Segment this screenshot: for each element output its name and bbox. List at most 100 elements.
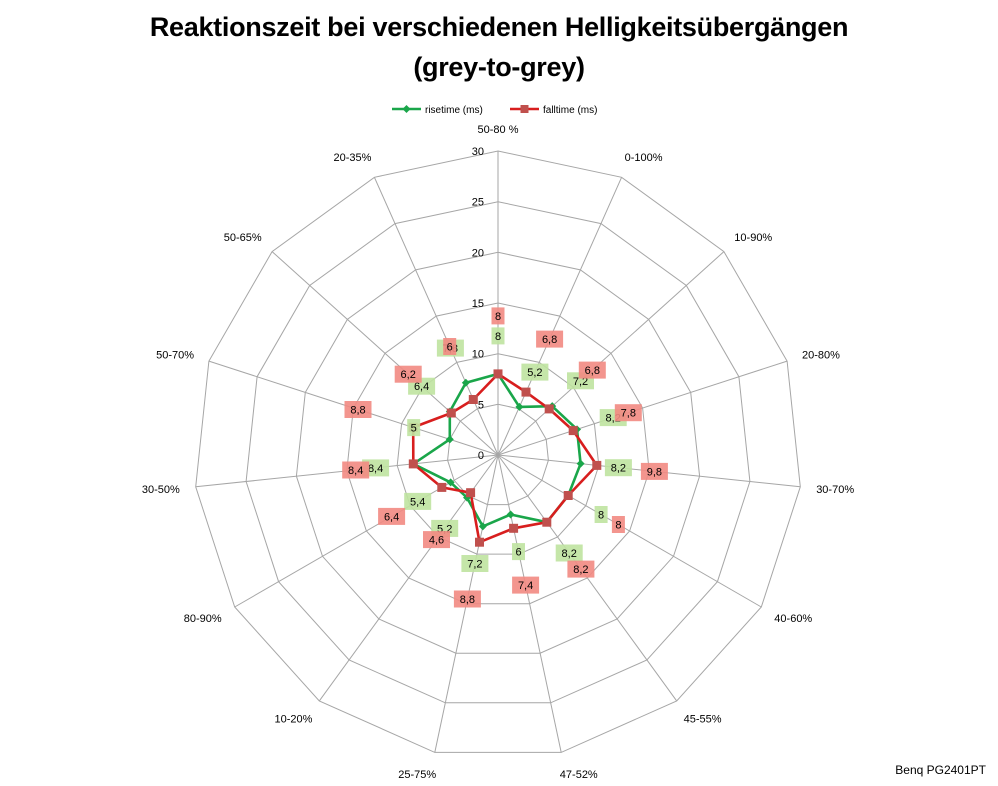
grid-ring-20 xyxy=(295,251,701,654)
data-label-bg-risetime-45-55 xyxy=(555,544,583,562)
data-label-risetime-50-70: 5 xyxy=(411,423,417,435)
data-label-falltime-10-20: 4,6 xyxy=(429,535,444,547)
data-label-bg-risetime-47-52 xyxy=(512,543,525,561)
category-label-45-55: 45-55% xyxy=(684,714,722,726)
data-label-falltime-47-52: 7,4 xyxy=(518,580,533,592)
data-label-bg-risetime-25-75 xyxy=(461,555,489,572)
grid-ring-10 xyxy=(396,353,600,555)
data-label-bg-risetime-50-70 xyxy=(407,419,421,437)
category-label-40-60: 40-60% xyxy=(774,613,812,625)
series-line-risetime xyxy=(411,372,582,528)
legend-falltime-marker xyxy=(520,105,529,113)
category-label-80-90: 80-90% xyxy=(184,613,222,625)
radar-grid xyxy=(195,150,801,753)
data-label-bg-falltime-0-100 xyxy=(536,330,564,348)
data-label-falltime-80-90: 6,4 xyxy=(384,511,399,523)
data-label-bg-falltime-80-90 xyxy=(378,507,406,525)
data-label-falltime-10-90: 6,8 xyxy=(585,365,600,377)
point-risetime-47-52 xyxy=(506,510,515,519)
grid-ring-30 xyxy=(195,150,801,753)
data-label-risetime-50-80: 8 xyxy=(495,331,501,343)
point-falltime-45-55 xyxy=(542,517,552,527)
grid-spoke xyxy=(373,177,499,456)
category-label-10-90: 10-90% xyxy=(734,232,772,244)
data-label-falltime-30-70: 9,8 xyxy=(647,466,662,478)
data-label-bg-falltime-45-55 xyxy=(567,560,595,578)
data-label-risetime-40-60: 8 xyxy=(598,510,604,522)
data-label-risetime-50-65: 6,4 xyxy=(414,381,429,393)
data-label-risetime-30-70: 8,2 xyxy=(611,463,626,475)
point-falltime-0-100 xyxy=(521,387,531,397)
radial-tick-labels: 0 5 10 15 20 25 30 xyxy=(472,146,484,462)
data-label-bg-falltime-40-60 xyxy=(611,516,625,533)
data-label-risetime-30-50: 8,4 xyxy=(368,463,383,475)
point-risetime-80-90 xyxy=(446,478,455,487)
tick-label-0: 0 xyxy=(478,450,484,462)
data-label-bg-risetime-40-60 xyxy=(594,506,608,523)
data-label-bg-falltime-50-70 xyxy=(344,401,372,418)
tick-label-10: 10 xyxy=(472,349,484,361)
point-risetime-25-75 xyxy=(478,522,487,531)
data-label-bg-falltime-20-80 xyxy=(614,404,642,422)
data-label-falltime-45-55: 8,2 xyxy=(573,564,588,576)
data-label-risetime-45-55: 8,2 xyxy=(562,548,577,560)
data-label-bg-falltime-50-80 xyxy=(491,307,505,325)
legend: risetime (ms) falltime (ms) xyxy=(392,105,597,116)
data-label-falltime-20-80: 7,8 xyxy=(621,408,636,420)
category-label-50-80: 50-80 % xyxy=(478,124,519,136)
grid-spoke xyxy=(234,454,499,608)
chart-title: Reaktionszeit bei verschiedenen Helligke… xyxy=(149,12,849,42)
category-label-50-70: 50-70% xyxy=(156,349,194,361)
point-risetime-50-70 xyxy=(445,435,454,444)
category-label-0-100: 0-100% xyxy=(625,152,663,164)
data-label-bg-risetime-80-90 xyxy=(404,492,432,510)
grid-spoke xyxy=(497,454,562,753)
grid-spoke xyxy=(497,454,678,702)
data-label-bg-falltime-10-90 xyxy=(578,361,606,379)
point-falltime-25-75 xyxy=(475,537,484,547)
tick-label-5: 5 xyxy=(478,399,484,411)
legend-item-falltime: falltime (ms) xyxy=(510,105,597,116)
grid-spoke xyxy=(497,360,788,456)
data-label-risetime-0-100: 5,2 xyxy=(527,367,542,379)
category-label-20-80: 20-80% xyxy=(802,349,840,361)
category-label-20-35: 20-35% xyxy=(333,152,371,164)
point-falltime-20-35 xyxy=(468,395,478,404)
grid-ring-15 xyxy=(346,302,650,605)
data-label-bg-risetime-50-80 xyxy=(491,327,505,345)
data-label-bg-falltime-30-50 xyxy=(342,461,370,479)
chart-subtitle: (grey-to-grey) xyxy=(413,52,585,82)
data-label-falltime-50-80: 8 xyxy=(495,311,501,323)
tick-label-20: 20 xyxy=(472,247,484,259)
legend-risetime-label: risetime (ms) xyxy=(425,105,483,116)
data-label-falltime-20-35: 6 xyxy=(447,342,453,354)
data-label-risetime-25-75: 7,2 xyxy=(467,559,482,571)
category-labels: 50-80 % 0-100% 10-90% 20-80% 30-70% 40-60% 45-… xyxy=(142,124,854,781)
point-falltime-80-90 xyxy=(437,482,447,492)
grid-spoke xyxy=(497,454,762,608)
data-label-falltime-50-70: 8,8 xyxy=(350,405,365,417)
data-label-bg-risetime-30-70 xyxy=(604,459,632,477)
data-label-risetime-47-52: 6 xyxy=(515,547,521,559)
data-label-bg-falltime-50-65 xyxy=(394,365,422,383)
data-label-falltime-25-75: 8,8 xyxy=(460,594,475,606)
series-layer xyxy=(408,369,602,547)
point-falltime-10-20 xyxy=(466,488,476,498)
data-label-bg-falltime-47-52 xyxy=(512,576,540,594)
point-falltime-50-80 xyxy=(493,369,503,379)
data-label-bg-falltime-30-70 xyxy=(640,462,668,480)
data-label-falltime-30-50: 8,4 xyxy=(348,465,363,477)
category-label-47-52: 47-52% xyxy=(560,769,598,781)
data-labels-layer: 85,27,28,28,288,267,25,25,48,456,47,886,… xyxy=(342,307,668,608)
point-falltime-30-50 xyxy=(408,459,418,469)
grid-ring-5 xyxy=(447,403,549,506)
point-risetime-0-100 xyxy=(515,402,524,411)
point-risetime-20-35 xyxy=(461,378,470,387)
data-label-risetime-80-90: 5,4 xyxy=(410,496,425,508)
grid-ring-25 xyxy=(245,201,751,704)
category-label-30-70: 30-70% xyxy=(816,484,854,496)
data-label-risetime-10-90: 7,2 xyxy=(573,376,588,388)
data-label-bg-falltime-10-20 xyxy=(423,531,450,549)
series-line-falltime xyxy=(411,372,599,544)
